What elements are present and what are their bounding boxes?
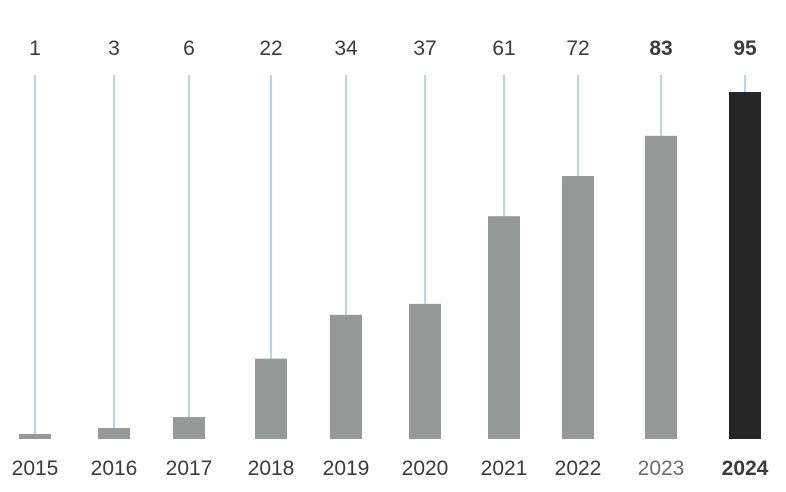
bar-2023 <box>645 135 677 439</box>
bar-2019 <box>330 314 362 439</box>
value-label-2023: 83 <box>649 37 672 60</box>
category-label-2017: 2017 <box>166 457 213 480</box>
bar-2015 <box>19 434 51 439</box>
value-label-2021: 61 <box>492 37 515 60</box>
bar-2017 <box>173 417 205 439</box>
value-labels: 1 3 6 22 34 37 61 72 83 95 <box>29 37 757 60</box>
bar-2022 <box>562 176 594 439</box>
bar-2016 <box>98 428 130 439</box>
category-label-2019: 2019 <box>323 457 370 480</box>
value-label-2017: 6 <box>183 37 195 60</box>
category-label-2022: 2022 <box>555 457 602 480</box>
bars <box>19 92 761 439</box>
category-labels: 2015 2016 2017 2018 2019 2020 2021 2022 2023 2024 <box>12 457 769 480</box>
category-label-2018: 2018 <box>248 457 295 480</box>
category-label-2016: 2016 <box>91 457 138 480</box>
bar-2021 <box>488 216 520 439</box>
category-label-2021: 2021 <box>481 457 528 480</box>
category-label-2024: 2024 <box>722 457 769 480</box>
value-label-2024: 95 <box>733 37 757 60</box>
category-label-2015: 2015 <box>12 457 59 480</box>
value-label-2015: 1 <box>29 37 41 60</box>
category-label-2023: 2023 <box>638 457 685 480</box>
value-label-2019: 34 <box>334 37 358 60</box>
bar-2018 <box>255 358 287 439</box>
bar-2024 <box>729 92 761 439</box>
leader-lines <box>34 75 746 434</box>
value-label-2022: 72 <box>566 37 589 60</box>
value-label-2016: 3 <box>108 37 120 60</box>
category-label-2020: 2020 <box>402 457 449 480</box>
value-label-2020: 37 <box>413 37 436 60</box>
value-label-2018: 22 <box>259 37 282 60</box>
bar-2020 <box>409 303 441 439</box>
